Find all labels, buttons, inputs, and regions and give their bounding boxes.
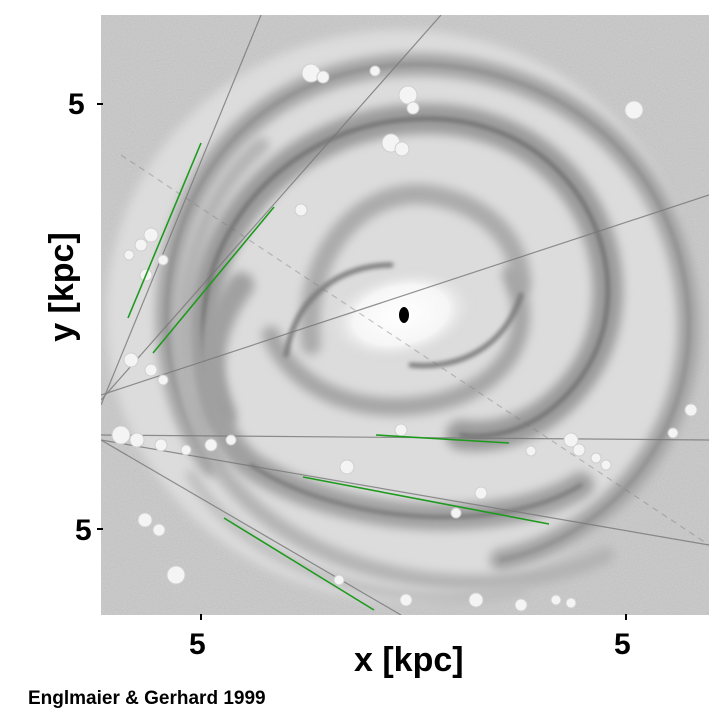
y-tick-label-top: 5 bbox=[68, 88, 85, 121]
x-tick-mark-left bbox=[200, 614, 202, 620]
green-line-2 bbox=[152, 206, 275, 354]
y-axis-title: y [kpc] bbox=[43, 232, 81, 342]
nucleus bbox=[399, 307, 409, 323]
green-line-4 bbox=[302, 476, 550, 525]
y-tick-label-bottom: 5 bbox=[75, 514, 92, 547]
figure-credit: Englmaier & Gerhard 1999 bbox=[28, 688, 266, 709]
x-tick-label-right: 5 bbox=[614, 628, 631, 661]
spiral-arms bbox=[188, 103, 623, 530]
green-line-3 bbox=[375, 434, 510, 444]
star-clusters bbox=[111, 63, 698, 612]
tangent-lines bbox=[127, 142, 550, 611]
y-tick-mark-bottom bbox=[97, 528, 103, 530]
y-tick-mark-top bbox=[97, 103, 103, 105]
x-tick-label-left: 5 bbox=[189, 628, 206, 661]
green-line-1 bbox=[127, 142, 202, 319]
green-line-5 bbox=[223, 517, 375, 611]
outer-ring bbox=[155, 53, 700, 603]
gas-simulation-image bbox=[101, 15, 709, 615]
x-tick-mark-right bbox=[625, 614, 627, 620]
x-axis-title: x [kpc] bbox=[354, 641, 464, 679]
